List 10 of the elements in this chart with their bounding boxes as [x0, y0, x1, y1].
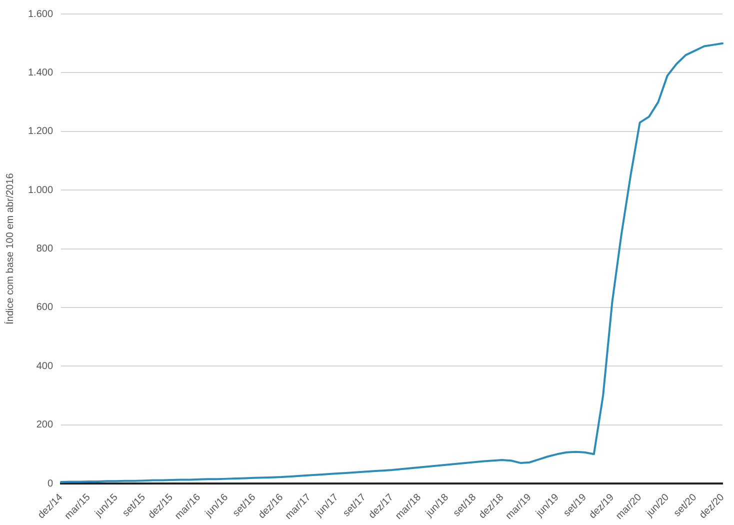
y-tick-label: 200: [36, 420, 54, 431]
y-tick-label: 1.000: [28, 184, 54, 196]
y-tick-label: 800: [36, 244, 54, 255]
y-tick-label: 0: [47, 478, 54, 490]
y-tick-label: 1.600: [28, 8, 54, 20]
y-tick-label: 1.400: [28, 67, 54, 78]
y-tick-label: 600: [36, 302, 54, 314]
y-tick-label: 400: [36, 360, 54, 372]
y-tick-label: 1.200: [28, 126, 54, 138]
y-axis-title: Índice com base 100 em abr/2016: [4, 172, 16, 324]
